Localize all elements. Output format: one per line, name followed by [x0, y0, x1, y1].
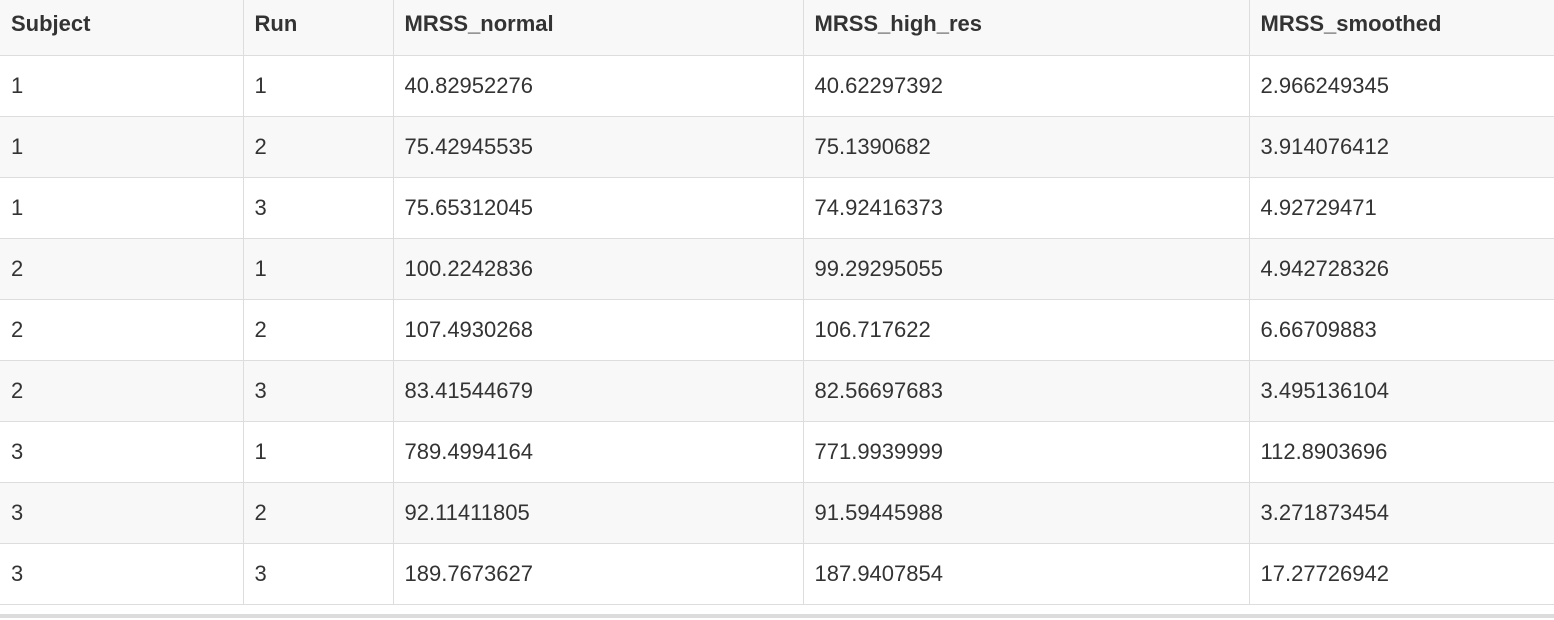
cell-subject: 3 [0, 542, 244, 605]
header-mrss-smoothed: MRSS_smoothed [1248, 0, 1554, 56]
cell-mrss-smoothed: 6.66709883 [1248, 298, 1554, 361]
cell-mrss-normal: 75.65312045 [392, 176, 804, 239]
cell-mrss-high-res: 75.1390682 [802, 115, 1250, 178]
cell-mrss-normal: 75.42945535 [392, 115, 804, 178]
cell-mrss-high-res: 771.9939999 [802, 420, 1250, 483]
cell-mrss-high-res: 40.62297392 [802, 54, 1250, 117]
cell-run: 2 [242, 298, 394, 361]
cell-run: 3 [242, 542, 394, 605]
cell-subject: 2 [0, 359, 244, 422]
cell-mrss-normal: 189.7673627 [392, 542, 804, 605]
header-run: Run [242, 0, 394, 56]
mrss-table: Subject Run MRSS_normal MRSS_high_res MR… [0, 0, 1554, 605]
table-bottom-divider [0, 614, 1554, 618]
cell-run: 2 [242, 115, 394, 178]
cell-run: 1 [242, 420, 394, 483]
cell-mrss-smoothed: 3.495136104 [1248, 359, 1554, 422]
table-row: 2 1 100.2242836 99.29295055 4.942728326 [0, 237, 1554, 300]
cell-subject: 3 [0, 481, 244, 544]
cell-mrss-smoothed: 2.966249345 [1248, 54, 1554, 117]
cell-run: 1 [242, 54, 394, 117]
cell-mrss-smoothed: 4.92729471 [1248, 176, 1554, 239]
cell-mrss-high-res: 99.29295055 [802, 237, 1250, 300]
cell-mrss-normal: 107.4930268 [392, 298, 804, 361]
cell-subject: 2 [0, 298, 244, 361]
cell-mrss-smoothed: 17.27726942 [1248, 542, 1554, 605]
cell-mrss-normal: 789.4994164 [392, 420, 804, 483]
cell-mrss-high-res: 74.92416373 [802, 176, 1250, 239]
cell-subject: 3 [0, 420, 244, 483]
table-row: 1 3 75.65312045 74.92416373 4.92729471 [0, 176, 1554, 239]
cell-mrss-high-res: 106.717622 [802, 298, 1250, 361]
cell-run: 3 [242, 176, 394, 239]
header-mrss-high-res: MRSS_high_res [802, 0, 1250, 56]
cell-subject: 1 [0, 176, 244, 239]
table-row: 2 3 83.41544679 82.56697683 3.495136104 [0, 359, 1554, 422]
table-row: 1 1 40.82952276 40.62297392 2.966249345 [0, 54, 1554, 117]
cell-mrss-normal: 92.11411805 [392, 481, 804, 544]
cell-subject: 1 [0, 54, 244, 117]
table-row: 2 2 107.4930268 106.717622 6.66709883 [0, 298, 1554, 361]
cell-mrss-smoothed: 4.942728326 [1248, 237, 1554, 300]
cell-run: 3 [242, 359, 394, 422]
cell-mrss-smoothed: 3.914076412 [1248, 115, 1554, 178]
table-row: 3 2 92.11411805 91.59445988 3.271873454 [0, 481, 1554, 544]
cell-mrss-smoothed: 112.8903696 [1248, 420, 1554, 483]
cell-mrss-normal: 40.82952276 [392, 54, 804, 117]
cell-subject: 1 [0, 115, 244, 178]
cell-mrss-high-res: 91.59445988 [802, 481, 1250, 544]
cell-mrss-smoothed: 3.271873454 [1248, 481, 1554, 544]
cell-run: 2 [242, 481, 394, 544]
cell-subject: 2 [0, 237, 244, 300]
header-row: Subject Run MRSS_normal MRSS_high_res MR… [0, 0, 1554, 56]
table-row: 3 1 789.4994164 771.9939999 112.8903696 [0, 420, 1554, 483]
cell-mrss-normal: 100.2242836 [392, 237, 804, 300]
cell-mrss-high-res: 187.9407854 [802, 542, 1250, 605]
table-row: 1 2 75.42945535 75.1390682 3.914076412 [0, 115, 1554, 178]
cell-run: 1 [242, 237, 394, 300]
cell-mrss-high-res: 82.56697683 [802, 359, 1250, 422]
header-subject: Subject [0, 0, 244, 56]
table-row: 3 3 189.7673627 187.9407854 17.27726942 [0, 542, 1554, 605]
header-mrss-normal: MRSS_normal [392, 0, 804, 56]
cell-mrss-normal: 83.41544679 [392, 359, 804, 422]
